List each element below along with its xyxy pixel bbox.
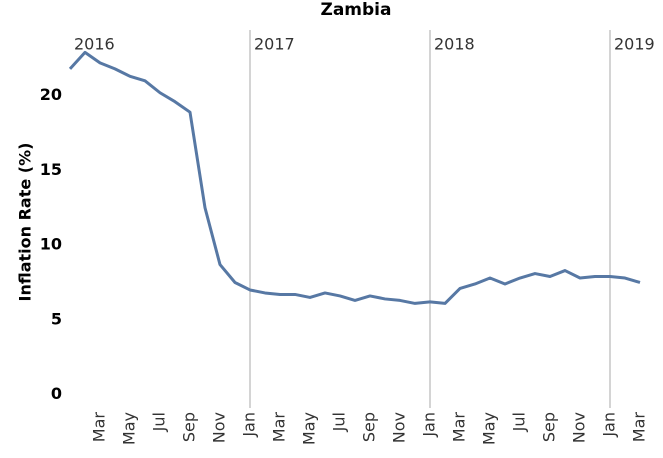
x-tick-label: Nov: [390, 412, 409, 443]
year-label: 2019: [614, 35, 655, 54]
x-tick-label: Sep: [540, 412, 559, 442]
x-tick-label: Jan: [600, 412, 619, 438]
year-label: 2017: [254, 35, 295, 54]
x-tick-label: Jan: [420, 412, 439, 438]
year-label: 2016: [74, 35, 115, 54]
y-tick-label: 15: [40, 160, 62, 179]
y-tick-label: 20: [40, 85, 62, 104]
y-axis-label: Inflation Rate (%): [16, 143, 35, 302]
y-tick-label: 10: [40, 235, 62, 254]
x-tick-label: Mar: [450, 412, 469, 443]
x-tick-label: Sep: [180, 412, 199, 442]
x-tick-label: Jul: [150, 412, 169, 432]
x-tick-label: Jul: [510, 412, 529, 432]
year-label: 2018: [434, 35, 475, 54]
x-tick-label: Mar: [90, 412, 109, 443]
y-tick-label: 5: [51, 309, 62, 328]
chart-title: Zambia: [321, 0, 392, 20]
data-line: [68, 50, 641, 305]
x-tick-label: Nov: [210, 412, 229, 443]
x-tick-label: May: [300, 412, 319, 445]
x-tick-label: Nov: [570, 412, 589, 443]
x-tick-label: May: [120, 412, 139, 445]
y-tick-label: 0: [51, 384, 62, 403]
x-tick-label: Mar: [630, 412, 649, 443]
x-tick-label: Jan: [240, 412, 259, 438]
x-tick-label: Jul: [330, 412, 349, 432]
x-tick-label: Mar: [270, 412, 289, 443]
x-tick-label: May: [480, 412, 499, 445]
x-tick-label: Sep: [360, 412, 379, 442]
